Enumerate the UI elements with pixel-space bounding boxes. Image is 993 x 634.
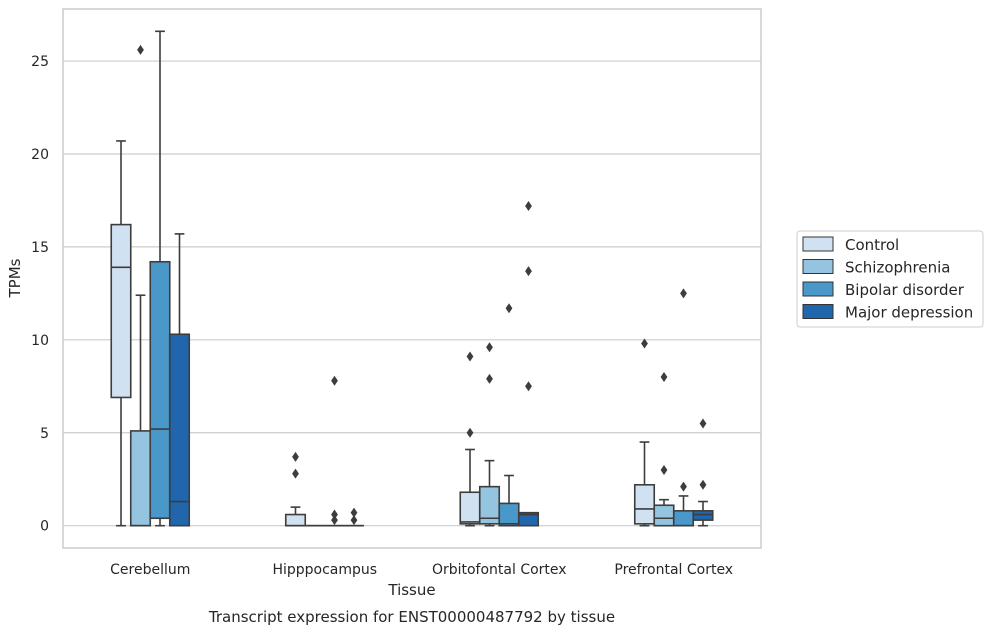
legend-label: Control — [845, 236, 899, 254]
legend-label: Bipolar disorder — [845, 281, 965, 299]
outlier-point — [350, 515, 358, 526]
box-body — [692, 510, 714, 521]
box — [478, 342, 501, 527]
y-tick-label: 20 — [31, 147, 49, 163]
box — [459, 351, 481, 527]
box-body — [517, 511, 540, 527]
y-tick-label: 25 — [31, 54, 49, 70]
outlier-point — [331, 509, 338, 520]
box-series — [110, 30, 714, 527]
outlier-point — [137, 44, 144, 55]
legend-swatch — [802, 304, 834, 319]
box-body — [168, 333, 191, 527]
y-tick-labels: 0 5 10 15 20 25 — [31, 54, 49, 535]
box — [324, 375, 345, 527]
outlier-point — [699, 418, 707, 429]
box-body — [149, 260, 171, 520]
outlier-point — [466, 427, 474, 438]
outlier-point — [680, 288, 687, 299]
outlier-point — [505, 303, 513, 314]
plot-frame — [62, 8, 762, 549]
y-axis-label: TPMs — [6, 258, 24, 298]
x-axis-label: Tissue — [387, 581, 435, 599]
box — [517, 201, 540, 527]
outlier-point — [680, 481, 687, 492]
y-tick-label: 5 — [40, 426, 49, 442]
outlier-point — [660, 372, 668, 383]
box — [344, 507, 364, 527]
outlier-point — [331, 515, 338, 526]
outlier-point — [292, 468, 299, 479]
legend: Control Schizophrenia Bipolar disorder Majo… — [796, 230, 984, 328]
box — [129, 44, 152, 527]
legend-swatch — [802, 236, 834, 252]
legend-label: Major depression — [845, 304, 973, 322]
box — [149, 30, 171, 527]
y-tick-label: 15 — [31, 240, 49, 256]
box — [498, 303, 520, 527]
outlier-point — [525, 201, 532, 212]
box — [168, 233, 191, 527]
series-control — [110, 140, 656, 527]
outlier-point — [486, 373, 493, 384]
legend-swatch — [802, 259, 834, 274]
box — [284, 451, 307, 527]
y-tick-label: 10 — [31, 333, 49, 349]
outlier-point — [292, 451, 299, 462]
x-tick-label: Prefrontal Cortex — [614, 562, 733, 578]
legend-label: Schizophrenia — [845, 259, 950, 277]
box-body — [633, 484, 656, 525]
series-schizophrenia — [129, 44, 675, 527]
box — [110, 140, 132, 527]
box — [633, 338, 656, 527]
outlier-point — [466, 351, 474, 362]
outlier-point — [660, 464, 668, 475]
outlier-point — [641, 338, 648, 349]
x-tick-label: Orbitofontal Cortex — [432, 562, 567, 578]
outlier-point — [331, 375, 338, 386]
outlier-point — [699, 479, 707, 490]
outlier-point — [525, 266, 532, 277]
x-tick-label: Cerebellum — [110, 562, 190, 578]
outlier-point — [525, 381, 532, 392]
box-body — [284, 513, 307, 527]
box-body — [129, 430, 152, 527]
y-tick-label: 0 — [40, 519, 49, 535]
chart-title: Transcript expression for ENST0000048779… — [208, 608, 615, 626]
box-body — [498, 502, 520, 527]
legend-swatch — [802, 281, 834, 297]
outlier-point — [486, 342, 493, 353]
box-body — [459, 491, 481, 525]
box-body — [672, 510, 695, 527]
box — [653, 372, 675, 527]
box — [692, 418, 714, 527]
x-tick-labels: Cerebellum Hipppocampus Orbitofontal Corte… — [110, 562, 733, 578]
box-body — [110, 223, 132, 399]
series-major-depression — [168, 201, 714, 527]
legend-frame — [796, 230, 984, 328]
box — [672, 288, 695, 527]
box-body — [653, 504, 675, 527]
x-tick-label: Hipppocampus — [272, 562, 377, 578]
series-bipolar-disorder — [149, 30, 695, 527]
outlier-point — [350, 507, 358, 518]
